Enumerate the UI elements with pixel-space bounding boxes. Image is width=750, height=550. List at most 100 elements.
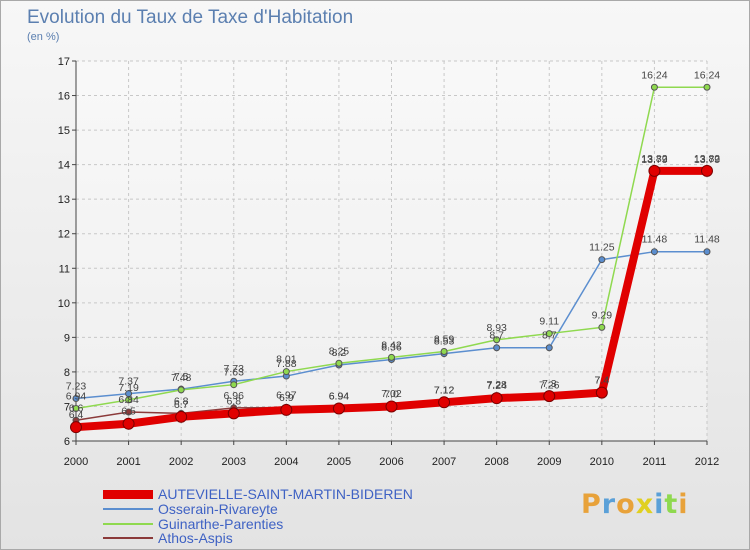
data-label: 7.19: [118, 382, 139, 394]
data-label: 7.37: [118, 376, 139, 388]
data-point: [388, 353, 395, 361]
data-label: 11.25: [589, 242, 615, 254]
data-label: 6.9: [279, 392, 294, 404]
data-point: [125, 408, 133, 416]
data-label: 6.5: [121, 406, 136, 418]
y-tick-label: 14: [58, 160, 70, 172]
data-label: 7.12: [434, 384, 455, 396]
data-point: [72, 395, 80, 403]
data-label: 11.48: [694, 234, 720, 246]
legend-swatch: [103, 489, 153, 499]
data-point: [598, 323, 606, 331]
x-tick-label: 2002: [169, 456, 193, 468]
data-label: 11.48: [642, 234, 668, 246]
data-point: [440, 348, 448, 356]
data-label: 13.79: [641, 154, 667, 166]
data-label: 7.63: [224, 367, 245, 379]
data-point: [490, 392, 503, 405]
legend-item-osserain: Osserain-Rivareyte: [103, 501, 278, 517]
x-tick-label: 2010: [590, 456, 614, 468]
data-label: 7.4: [595, 375, 610, 387]
legend-item-autevielle: AUTEVIELLE-SAINT-MARTIN-BIDEREN: [103, 486, 413, 502]
y-tick-label: 15: [58, 125, 70, 137]
legend-swatch: [103, 523, 153, 525]
legend-swatch: [103, 537, 153, 539]
legend-swatch: [103, 508, 153, 510]
data-label: 6.97: [276, 389, 297, 401]
x-tick-label: 2004: [274, 456, 298, 468]
data-label: 8.2: [332, 347, 347, 359]
data-point: [493, 336, 501, 344]
data-point: [335, 359, 343, 367]
data-label: 6.8: [226, 395, 241, 407]
y-tick-label: 6: [64, 436, 70, 448]
logo-letter: r: [601, 489, 617, 520]
data-label: 8.7: [489, 330, 504, 342]
logo-letter: t: [664, 489, 679, 520]
legend-label: Osserain-Rivareyte: [158, 501, 278, 517]
data-point: [545, 330, 553, 338]
legend-item-guinarthe: Guinarthe-Parenties: [103, 516, 284, 532]
data-label: 7.4: [595, 375, 610, 387]
data-label: 8.42: [381, 339, 402, 351]
data-label: 13.82: [694, 153, 720, 165]
data-label: 6.94: [66, 391, 87, 403]
data-point: [175, 410, 188, 423]
data-point: [280, 403, 293, 416]
legend-label: Guinarthe-Parenties: [158, 516, 284, 532]
data-point: [650, 248, 658, 256]
data-label: 8.01: [276, 354, 297, 366]
data-point: [543, 390, 556, 403]
data-point: [385, 400, 398, 413]
data-label: 13.82: [641, 153, 667, 165]
data-label: 8.7: [542, 330, 557, 342]
data-label: 6.94: [329, 391, 350, 403]
data-label: 6.6: [69, 402, 84, 414]
data-label: 16.24: [694, 69, 720, 81]
data-label: 7.0: [384, 388, 399, 400]
data-point: [703, 248, 711, 256]
data-label: 7.48: [171, 372, 192, 384]
data-label: 7.02: [381, 388, 402, 400]
data-label: 7.28: [486, 379, 507, 391]
y-tick-label: 12: [58, 229, 70, 241]
y-tick-label: 8: [64, 367, 70, 379]
chart-title: Evolution du Taux de Taxe d'Habitation: [27, 7, 354, 28]
x-tick-label: 2001: [116, 456, 140, 468]
logo-letter: i: [678, 489, 689, 520]
data-label: 7.3: [542, 378, 557, 390]
chart-subtitle: (en %): [27, 31, 60, 43]
data-point: [125, 396, 133, 404]
x-tick-label: 2003: [222, 456, 246, 468]
data-label: 7.88: [276, 358, 297, 370]
data-label: 8.53: [434, 336, 455, 348]
data-point: [703, 83, 711, 91]
data-label: 7.5: [174, 371, 189, 383]
data-point: [177, 386, 185, 394]
data-point: [72, 405, 80, 413]
data-label: 6.94: [329, 391, 350, 403]
data-point: [701, 164, 713, 177]
data-point: [650, 83, 658, 91]
data-label: 9.11: [539, 316, 559, 328]
x-tick-label: 2008: [484, 456, 508, 468]
data-label: 8.25: [329, 345, 350, 357]
data-point: [493, 344, 501, 352]
data-point: [595, 386, 608, 399]
data-label: 7.73: [224, 363, 245, 375]
y-tick-label: 9: [64, 332, 70, 344]
x-tick-label: 2005: [327, 456, 351, 468]
logo-letter: P: [581, 489, 602, 520]
proxiti-logo: Proxiti: [581, 489, 689, 520]
data-label: 7.24: [486, 380, 507, 392]
data-label: 13.79: [694, 154, 720, 166]
data-label: 16.24: [641, 69, 667, 81]
data-point: [598, 256, 606, 264]
data-label: 7.12: [434, 384, 455, 396]
legend-label: AUTEVIELLE-SAINT-MARTIN-BIDEREN: [158, 486, 413, 502]
data-label: 8.59: [434, 334, 455, 346]
x-tick-label: 2009: [537, 456, 561, 468]
legend-label: Athos-Aspis: [158, 530, 233, 546]
x-tick-label: 2006: [379, 456, 403, 468]
